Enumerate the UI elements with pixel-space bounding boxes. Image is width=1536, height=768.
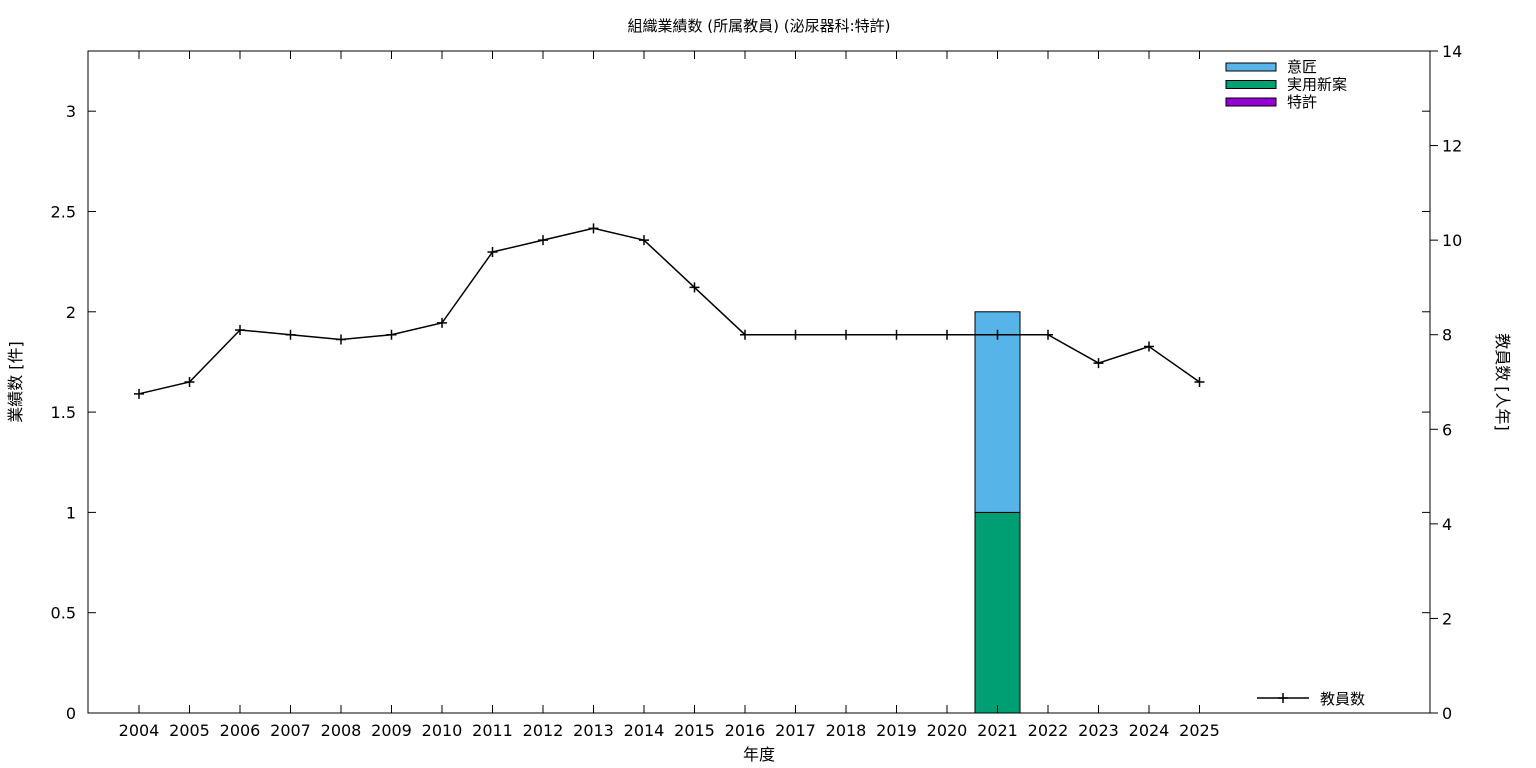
x-tick-label: 2010 [422, 721, 463, 740]
staff-point [992, 329, 1003, 340]
bars [974, 311, 1021, 714]
staff-point [639, 235, 649, 246]
x-tick-label: 2011 [472, 721, 513, 740]
staff-point [942, 329, 952, 340]
x-tick-label: 2014 [624, 721, 665, 740]
y2-tick-label: 2 [1442, 609, 1452, 628]
y-tick-label: 2.5 [51, 202, 76, 221]
legend-label: 実用新案 [1287, 76, 1347, 94]
staff-point [538, 235, 548, 246]
y2-tick-label: 0 [1442, 704, 1452, 723]
y-tick-label: 3 [66, 102, 76, 121]
staff-point [1194, 377, 1205, 387]
y2-tick-label: 14 [1442, 42, 1462, 61]
legend-swatch [1225, 80, 1277, 89]
staff-point [285, 329, 296, 340]
x-tick-label: 2020 [927, 721, 968, 740]
plot-frame [87, 50, 1431, 714]
y2-tick-label: 8 [1442, 326, 1452, 345]
y-tick-label: 0.5 [51, 604, 76, 623]
x-tick-label: 2023 [1078, 721, 1119, 740]
x-tick-label: 2022 [1028, 721, 1069, 740]
x-tick-label: 2009 [371, 721, 412, 740]
legend-swatch [1225, 97, 1277, 107]
y2-tick-label: 10 [1442, 231, 1462, 250]
staff-point [588, 223, 599, 234]
x-tick-label: 2008 [321, 721, 362, 740]
x-axis-label: 年度 [743, 745, 775, 764]
y-tick-label: 1.5 [51, 403, 76, 422]
bar-segment [974, 311, 1021, 513]
staff-point [184, 377, 195, 387]
staff-line-path [138, 227, 1200, 395]
staff-point [336, 334, 346, 345]
y2-axis-label: 教員数 [人年] [1493, 333, 1512, 431]
x-tick-label: 2021 [977, 721, 1018, 740]
x-tick-label: 2007 [270, 721, 311, 740]
staff-line [134, 223, 1205, 399]
x-tick-label: 2004 [119, 721, 160, 740]
x-tick-label: 2015 [674, 721, 715, 740]
x-tick-label: 2016 [725, 721, 766, 740]
legend-label: 意匠 [1287, 58, 1317, 76]
y-tick-label: 0 [66, 704, 76, 723]
y2-tick-label: 6 [1442, 420, 1452, 439]
staff-point [841, 329, 851, 340]
y2-tick-label: 4 [1442, 515, 1452, 534]
staff-point [134, 388, 144, 399]
legend-swatch [1225, 62, 1277, 72]
x-tick-label: 2024 [1129, 721, 1170, 740]
x-tick-label: 2006 [220, 721, 261, 740]
x-tick-label: 2019 [876, 721, 917, 740]
staff-point [487, 246, 498, 257]
staff-point [1144, 341, 1154, 352]
staff-point [891, 329, 902, 340]
y-tick-label: 1 [66, 503, 76, 522]
staff-point [437, 317, 447, 328]
staff-point [1043, 329, 1053, 340]
staff-point [790, 329, 801, 340]
axes: 0 0.5 1 1.5 2 2.5 3 0 2 4 6 8 10 12 14 2004 2005 2006 2007… [51, 42, 1463, 740]
x-tick-label: 2013 [573, 721, 614, 740]
staff-point [386, 329, 397, 340]
x-tick-label: 2025 [1179, 721, 1220, 740]
staff-point [740, 329, 750, 340]
staff-point [235, 324, 245, 335]
y-tick-label: 2 [66, 303, 76, 322]
x-tick-label: 2018 [826, 721, 867, 740]
y-axis-label: 業績数 [件] [6, 341, 25, 423]
y2-tick-label: 12 [1442, 137, 1462, 156]
x-tick-label: 2005 [169, 721, 210, 740]
staff-point [689, 282, 700, 293]
legend-label: 特許 [1287, 93, 1317, 111]
legend-line-label: 教員数 [1320, 690, 1365, 708]
staff-point [1093, 358, 1104, 369]
x-tick-label: 2017 [775, 721, 816, 740]
chart-title: 組織業績数 (所属教員) (泌尿器科:特許) [628, 17, 891, 35]
bar-segment [974, 511, 1021, 714]
legend-line-marker [1278, 693, 1288, 703]
x-tick-label: 2012 [523, 721, 564, 740]
